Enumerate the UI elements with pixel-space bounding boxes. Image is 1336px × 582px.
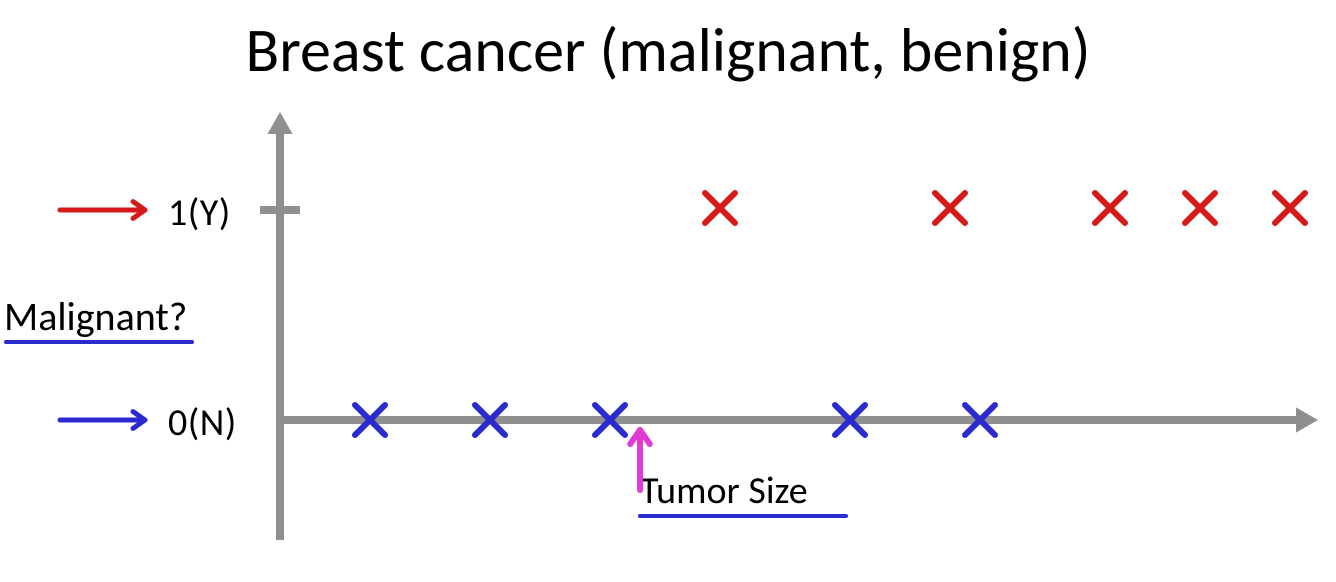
malignant-point-1 xyxy=(935,193,965,223)
plot-svg xyxy=(0,0,1336,582)
tumor-size-marker-arrow xyxy=(630,430,650,490)
legend-arrow-malignant xyxy=(60,202,145,219)
malignant-point-3 xyxy=(1185,193,1215,223)
legend-arrow-benign xyxy=(60,412,145,429)
diagram-stage: { "canvas": { "width": 1336, "height": 5… xyxy=(0,0,1336,582)
malignant-point-4 xyxy=(1275,193,1305,223)
malignant-point-0 xyxy=(705,193,735,223)
malignant-point-2 xyxy=(1095,193,1125,223)
